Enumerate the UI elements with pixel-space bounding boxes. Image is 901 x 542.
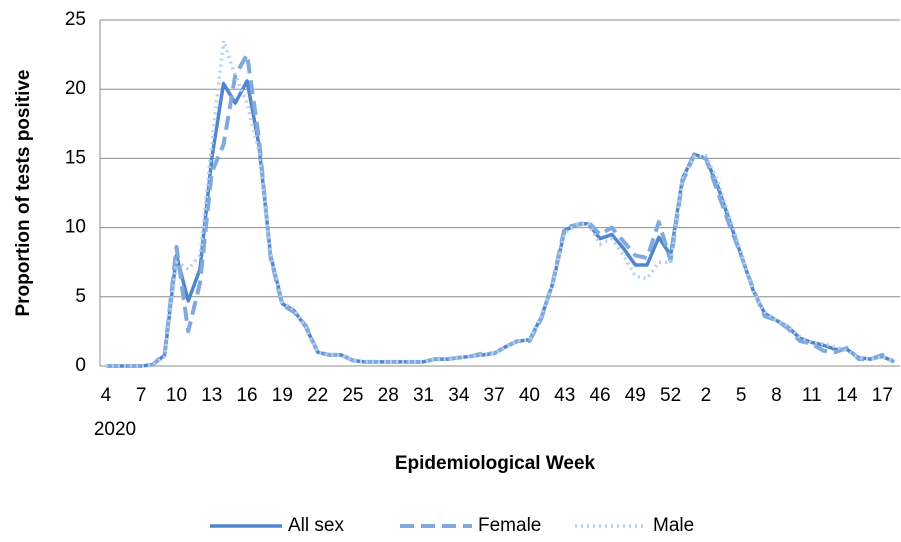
x-tick-label: 46	[589, 385, 610, 406]
x-tick-label: 43	[554, 385, 575, 406]
x-tick-label: 22	[307, 385, 328, 406]
x-axis-label: Epidemiological Week	[395, 453, 596, 474]
x-sublabel: 2020	[94, 419, 136, 440]
y-tick-label: 15	[65, 147, 86, 168]
x-tick-label: 4	[101, 385, 112, 406]
series-line	[105, 39, 895, 368]
x-tick-label: 40	[519, 385, 540, 406]
x-tick-label: 37	[484, 385, 505, 406]
x-tick-label: 7	[136, 385, 147, 406]
x-tick-label: 34	[448, 385, 470, 406]
x-tick-label: 31	[413, 385, 434, 406]
y-axis-label: Proportion of tests positive	[13, 69, 34, 316]
x-tick-label: 19	[272, 385, 293, 406]
y-tick-label: 10	[65, 217, 86, 238]
x-tick-label: 11	[802, 385, 822, 406]
y-tick-label: 0	[75, 355, 86, 376]
x-tick-label: 49	[625, 385, 646, 406]
legend-label: Female	[478, 515, 541, 536]
x-tick-label: 16	[236, 385, 257, 406]
x-tick-label: 17	[872, 385, 893, 406]
legend-label: Male	[653, 515, 694, 536]
y-tick-label: 20	[65, 78, 86, 99]
y-tick-label: 5	[75, 286, 86, 307]
x-tick-label: 13	[201, 385, 222, 406]
x-tick-label: 25	[342, 385, 363, 406]
x-tick-label: 8	[771, 385, 782, 406]
series-line	[105, 79, 895, 368]
x-tick-label: 5	[736, 385, 747, 406]
x-tick-label: 10	[166, 385, 187, 406]
series-line	[105, 52, 896, 368]
x-tick-label: 2	[701, 385, 712, 406]
x-tick-label: 28	[378, 385, 399, 406]
legend-label: All sex	[288, 515, 344, 536]
x-tick-label: 14	[836, 385, 858, 406]
x-tick-label: 52	[660, 385, 681, 406]
y-tick-label: 25	[65, 9, 86, 30]
